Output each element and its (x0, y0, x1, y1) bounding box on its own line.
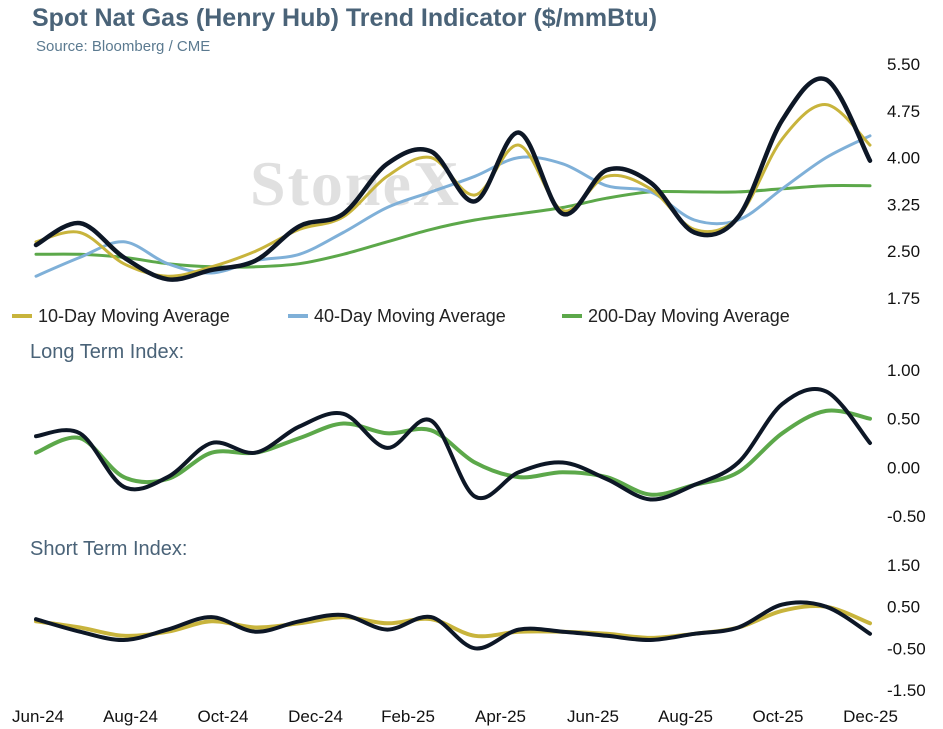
x-tick-label: Oct-25 (752, 707, 803, 726)
x-tick-label: Dec-24 (288, 707, 343, 726)
y-tick-label: 1.75 (887, 289, 920, 308)
y-tick-label: 4.00 (887, 149, 920, 168)
y-tick-label: 2.50 (887, 242, 920, 261)
x-tick-label: Oct-24 (197, 707, 248, 726)
legend-label: 200-Day Moving Average (588, 306, 790, 326)
x-tick-label: Aug-25 (658, 707, 713, 726)
legend-label: 10-Day Moving Average (38, 306, 230, 326)
price-index-line (33, 76, 873, 282)
x-tick-label: Jun-24 (12, 707, 64, 726)
legend: 10-Day Moving Average 40-Day Moving Avera… (12, 306, 790, 326)
panel-short: 1.50 0.50 -0.50 -1.50 (34, 556, 926, 700)
price-index-line (34, 386, 872, 502)
chart-subtitle: Source: Bloomberg / CME (36, 38, 211, 55)
y-tick-label: 4.75 (887, 102, 920, 121)
average-index-line (34, 408, 872, 497)
y-tick-label: 0.50 (887, 410, 920, 429)
y-tick-label: 0.50 (887, 598, 920, 617)
legend-label: 40-Day Moving Average (314, 306, 506, 326)
x-tick-label: Feb-25 (381, 707, 435, 726)
x-tick-label: Dec-25 (843, 707, 898, 726)
x-tick-label: Jun-25 (567, 707, 619, 726)
y-tick-label: -1.50 (887, 681, 926, 700)
short-term-panel-title: Short Term Index: (30, 538, 188, 560)
x-tick-label: Aug-24 (103, 707, 158, 726)
y-tick-label: 3.25 (887, 195, 920, 214)
x-tick-label: Apr-25 (475, 707, 526, 726)
y-tick-label: 0.00 (887, 458, 920, 477)
y-tick-label: 1.50 (887, 556, 920, 575)
panel-long: 1.00 0.50 0.00 -0.50 (34, 361, 926, 526)
panel-price: 5.50 4.75 4.00 3.25 2.50 1.75 (33, 55, 920, 308)
y-tick-label: 1.00 (887, 361, 920, 380)
y-tick-label: -0.50 (887, 507, 926, 526)
chart-title: Spot Nat Gas (Henry Hub) Trend Indicator… (32, 4, 658, 32)
y-tick-label: 5.50 (887, 55, 920, 74)
price-index-line (34, 600, 872, 651)
long-term-panel-title: Long Term Index: (30, 341, 185, 363)
y-tick-label: -0.50 (887, 639, 926, 658)
